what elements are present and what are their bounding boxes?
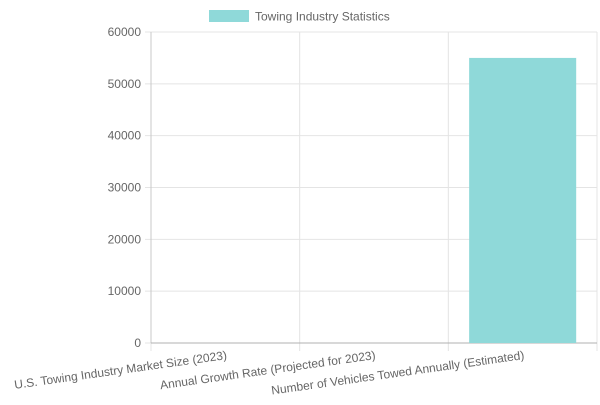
bar[interactable] xyxy=(469,57,577,344)
legend-label[interactable]: Towing Industry Statistics xyxy=(255,10,390,24)
y-tick-label: 30000 xyxy=(108,181,142,195)
legend-swatch[interactable] xyxy=(209,10,249,22)
grid-layer xyxy=(145,31,598,351)
x-tick-label: Number of Vehicles Towed Annually (Estim… xyxy=(270,348,525,397)
y-tick-label: 50000 xyxy=(108,77,142,91)
y-tick-label: 0 xyxy=(134,336,141,350)
y-tick-label: 60000 xyxy=(108,25,142,39)
y-tick-label: 40000 xyxy=(108,129,142,143)
bar-layer xyxy=(469,57,577,344)
y-tick-label: 10000 xyxy=(108,284,142,298)
y-tick-label: 20000 xyxy=(108,232,142,246)
legend[interactable]: Towing Industry Statistics xyxy=(209,10,390,24)
